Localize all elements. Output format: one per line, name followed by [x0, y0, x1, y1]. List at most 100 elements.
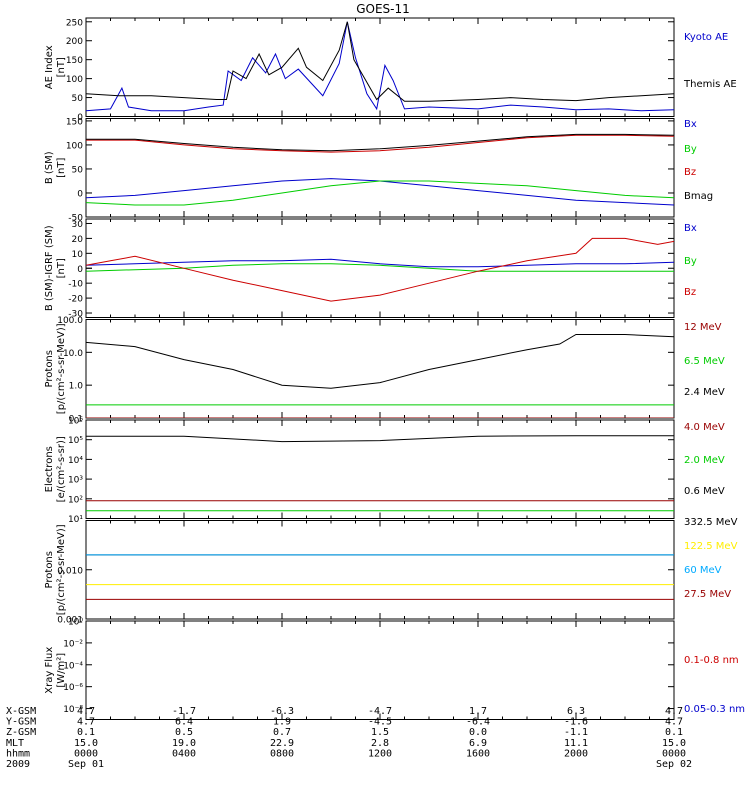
legend-6-5-mev: 6.5 MeV	[684, 356, 725, 367]
series-line-by	[86, 263, 674, 272]
series-line-0-6-mev	[86, 435, 674, 443]
ephemeris-value: 11.1	[564, 738, 588, 749]
legend-122-5-mev: 122.5 MeV	[684, 541, 738, 552]
ephemeris-value: -1.6	[564, 717, 588, 728]
legend-themis-ae: Themis AE	[683, 79, 737, 90]
panel-1: 0 50 100 150 200 250 AE Index [nT] Kyoto AE Themi…	[44, 17, 737, 123]
legend-bz: Bz	[684, 287, 696, 298]
y-tick-label: 10⁻⁴	[63, 661, 83, 671]
y-axis-unit: [W/m²]	[56, 653, 67, 688]
y-axis-unit: [e/(cm²-s-sr)]	[56, 436, 67, 502]
ephemeris-value: Sep 01	[68, 759, 104, 770]
ephemeris-label: Y-GSM	[6, 717, 36, 728]
ephemeris-label: hhmm	[6, 748, 30, 759]
series-line-bmag	[86, 133, 674, 152]
y-tick-label: 10	[72, 250, 84, 260]
ephemeris-value: 15.0	[662, 738, 686, 749]
ephemeris-label: Z-GSM	[6, 727, 36, 738]
legend-332-5-mev: 332.5 MeV	[684, 517, 738, 528]
ephemeris-value: 1.7	[469, 706, 487, 717]
ephemeris-value: 4.7	[665, 717, 683, 728]
series-line-themis-ae	[86, 21, 674, 102]
ephemeris-value: -1.7	[172, 706, 196, 717]
ephemeris-value: 15.0	[74, 738, 98, 749]
panel-frame	[85, 17, 675, 117]
y-tick-label: 100	[66, 75, 83, 85]
y-tick-label: 50	[72, 94, 84, 104]
ephemeris-value: 6.3	[567, 706, 585, 717]
ephemeris-value: 0800	[270, 748, 294, 759]
panel-5: 10¹ 10² 10³ 10⁴ 10⁵ 10⁶ Electrons [e/(cm²-s-sr)…	[44, 417, 725, 525]
ephemeris-value: 0.0	[469, 727, 487, 738]
legend-27-5-mev: 27.5 MeV	[684, 589, 731, 600]
legend-kyoto-ae: Kyoto AE	[684, 32, 728, 43]
legend-bz: Bz	[684, 167, 696, 178]
series-line-bz	[86, 237, 674, 302]
y-axis-unit: [nT]	[56, 258, 67, 278]
y-tick-label: 100.0	[57, 316, 83, 326]
legend-12-mev: 12 MeV	[684, 322, 722, 333]
ephemeris-value: 0000	[74, 748, 98, 759]
legend-2-4-mev: 2.4 MeV	[684, 387, 725, 398]
ephemeris-value: -4.7	[368, 706, 392, 717]
y-tick-label: 0.1	[69, 414, 83, 424]
y-tick-label: 10⁴	[68, 456, 83, 466]
legend-bmag: Bmag	[684, 191, 713, 202]
series-line-bx	[86, 258, 674, 268]
y-axis-label: AE Index	[44, 45, 55, 89]
ephemeris-value: 22.9	[270, 738, 294, 749]
y-axis-label: Xray Flux	[44, 647, 55, 694]
series-line-kyoto-ae	[86, 21, 674, 112]
legend-2-0-mev: 2.0 MeV	[684, 455, 725, 466]
y-tick-label: 0.001	[57, 615, 83, 625]
y-tick-label: 200	[66, 37, 83, 47]
y-axis-unit: [nT]	[56, 57, 67, 77]
ephemeris-label: X-GSM	[6, 706, 36, 717]
y-tick-label: -10	[68, 280, 83, 290]
ephemeris-value: 19.0	[172, 738, 196, 749]
ephemeris-value: 1.5	[371, 727, 389, 738]
y-tick-label: 0.010	[57, 566, 83, 576]
ephemeris-value: -4.5	[368, 717, 392, 728]
panel-2: -50 0 50 100 150 B (SM) [nT] Bx By Bz Bmag	[44, 117, 713, 223]
ephemeris-value: 2.8	[371, 738, 389, 749]
y-axis-label: B (SM)	[44, 151, 55, 184]
ephemeris-value: -6.3	[270, 706, 294, 717]
ephemeris-value: 0.1	[77, 727, 95, 738]
y-tick-label: 10²	[68, 495, 83, 505]
legend-bx: Bx	[684, 119, 697, 130]
y-axis-unit: [nT]	[56, 158, 67, 178]
y-tick-label: 30	[72, 220, 84, 230]
y-tick-label: 150	[66, 117, 83, 127]
y-tick-label: 1.0	[69, 382, 84, 392]
ephemeris-value: 4.7	[77, 717, 95, 728]
y-tick-label: 0	[77, 265, 83, 275]
legend-bx: Bx	[684, 223, 697, 234]
y-tick-label: -50	[68, 214, 83, 224]
panel-frame	[85, 520, 675, 620]
ephemeris-value: 1.9	[273, 717, 291, 728]
y-tick-label: 10⁵	[68, 436, 83, 446]
ephemeris-value: 4.7	[665, 706, 683, 717]
ephemeris-value: 2000	[564, 748, 588, 759]
y-axis-label: Protons	[44, 551, 55, 588]
y-tick-label: 10⁻⁸	[63, 705, 83, 715]
ephemeris-value: 0.7	[273, 727, 291, 738]
y-axis-label: Electrons	[44, 446, 55, 492]
ephemeris-table: X-GSM 4.7 -1.7 -6.3 -4.7 1.7 6.3 4.7 Y-GSM 4.7 6.4…	[6, 706, 692, 770]
ephemeris-value: 0000	[662, 748, 686, 759]
y-tick-label: 10⁻⁶	[63, 683, 83, 693]
y-tick-label: -30	[68, 310, 83, 320]
ephemeris-value: 1600	[466, 748, 490, 759]
y-axis-unit: [p/(cm²-s-sr-MeV)]	[56, 323, 67, 414]
y-tick-label: 10⁻²	[63, 639, 83, 649]
panel-frame	[85, 620, 675, 720]
y-axis-label: Protons	[44, 350, 55, 387]
y-tick-label: -20	[68, 295, 83, 305]
y-tick-label: 10³	[68, 476, 83, 486]
ephemeris-value: 6.9	[469, 738, 487, 749]
y-axis-label: B (SM)-IGRF (SM)	[44, 225, 55, 311]
